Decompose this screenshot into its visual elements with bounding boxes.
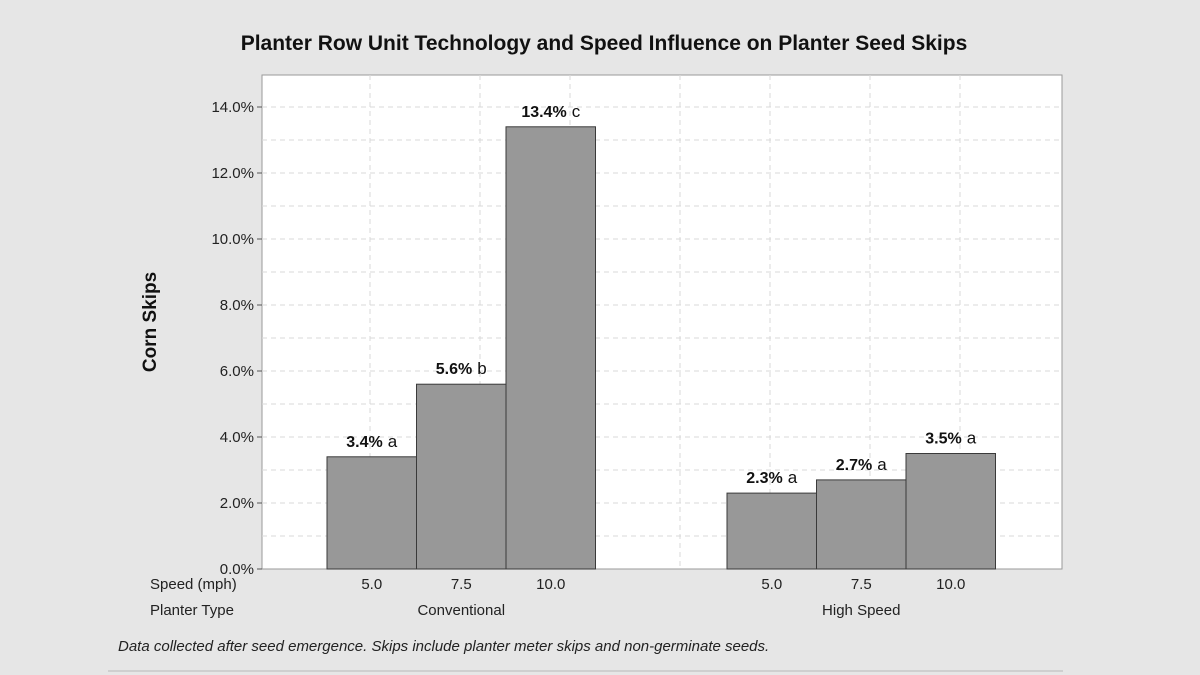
y-axis: 0.0% 2.0% 4.0% 6.0% 8.0% 10.0% 12.0% 14.0% — [211, 99, 262, 578]
bar-value-label: 2.7% a — [836, 455, 887, 474]
x-tick-label-speed: 10.0 — [536, 576, 565, 593]
bar — [905, 453, 996, 570]
bar — [416, 383, 507, 570]
y-tick-label: 4.0% — [220, 429, 254, 446]
x-group-label: Conventional — [417, 602, 505, 619]
x-tick-label-speed: 7.5 — [851, 576, 872, 593]
divider — [108, 670, 1063, 672]
bar — [726, 492, 817, 570]
footnote: Data collected after seed emergence. Ski… — [118, 638, 770, 655]
y-tick-label: 0.0% — [220, 561, 254, 578]
x-tick-label-speed: 5.0 — [761, 576, 782, 593]
x-tick-label-speed: 5.0 — [361, 576, 382, 593]
y-tick-label: 8.0% — [220, 297, 254, 314]
speed-row-label: Speed (mph) — [150, 576, 237, 593]
y-axis-label: Corn Skips — [140, 272, 161, 372]
bar-value-label: 2.3% a — [746, 468, 797, 487]
bars — [326, 126, 996, 570]
bar — [816, 479, 907, 570]
y-tick-label: 10.0% — [211, 231, 254, 248]
bar-value-label: 5.6% b — [436, 359, 487, 378]
bar-value-label: 3.4% a — [346, 432, 397, 451]
bar — [326, 456, 417, 570]
y-tick-label: 2.0% — [220, 495, 254, 512]
y-tick-label: 14.0% — [211, 99, 254, 116]
y-tick-label: 12.0% — [211, 165, 254, 182]
bar-value-label: 3.5% a — [925, 429, 976, 448]
x-group-label: High Speed — [822, 602, 900, 619]
x-tick-label-speed: 10.0 — [936, 576, 965, 593]
x-axis: 5.0 7.5 10.0 Conventional 5.0 7.5 10.0 High Spe… — [150, 576, 965, 619]
y-tick-label: 6.0% — [220, 363, 254, 380]
chart-title: Planter Row Unit Technology and Speed In… — [241, 32, 968, 55]
bar-value-label: 13.4% c — [521, 102, 580, 121]
bar — [505, 126, 596, 570]
planter-type-row-label: Planter Type — [150, 602, 234, 619]
bar-labels: 3.4% a 5.6% b 13.4% c 2.3% a 2.7% a 3.5% a — [346, 102, 976, 487]
x-tick-label-speed: 7.5 — [451, 576, 472, 593]
